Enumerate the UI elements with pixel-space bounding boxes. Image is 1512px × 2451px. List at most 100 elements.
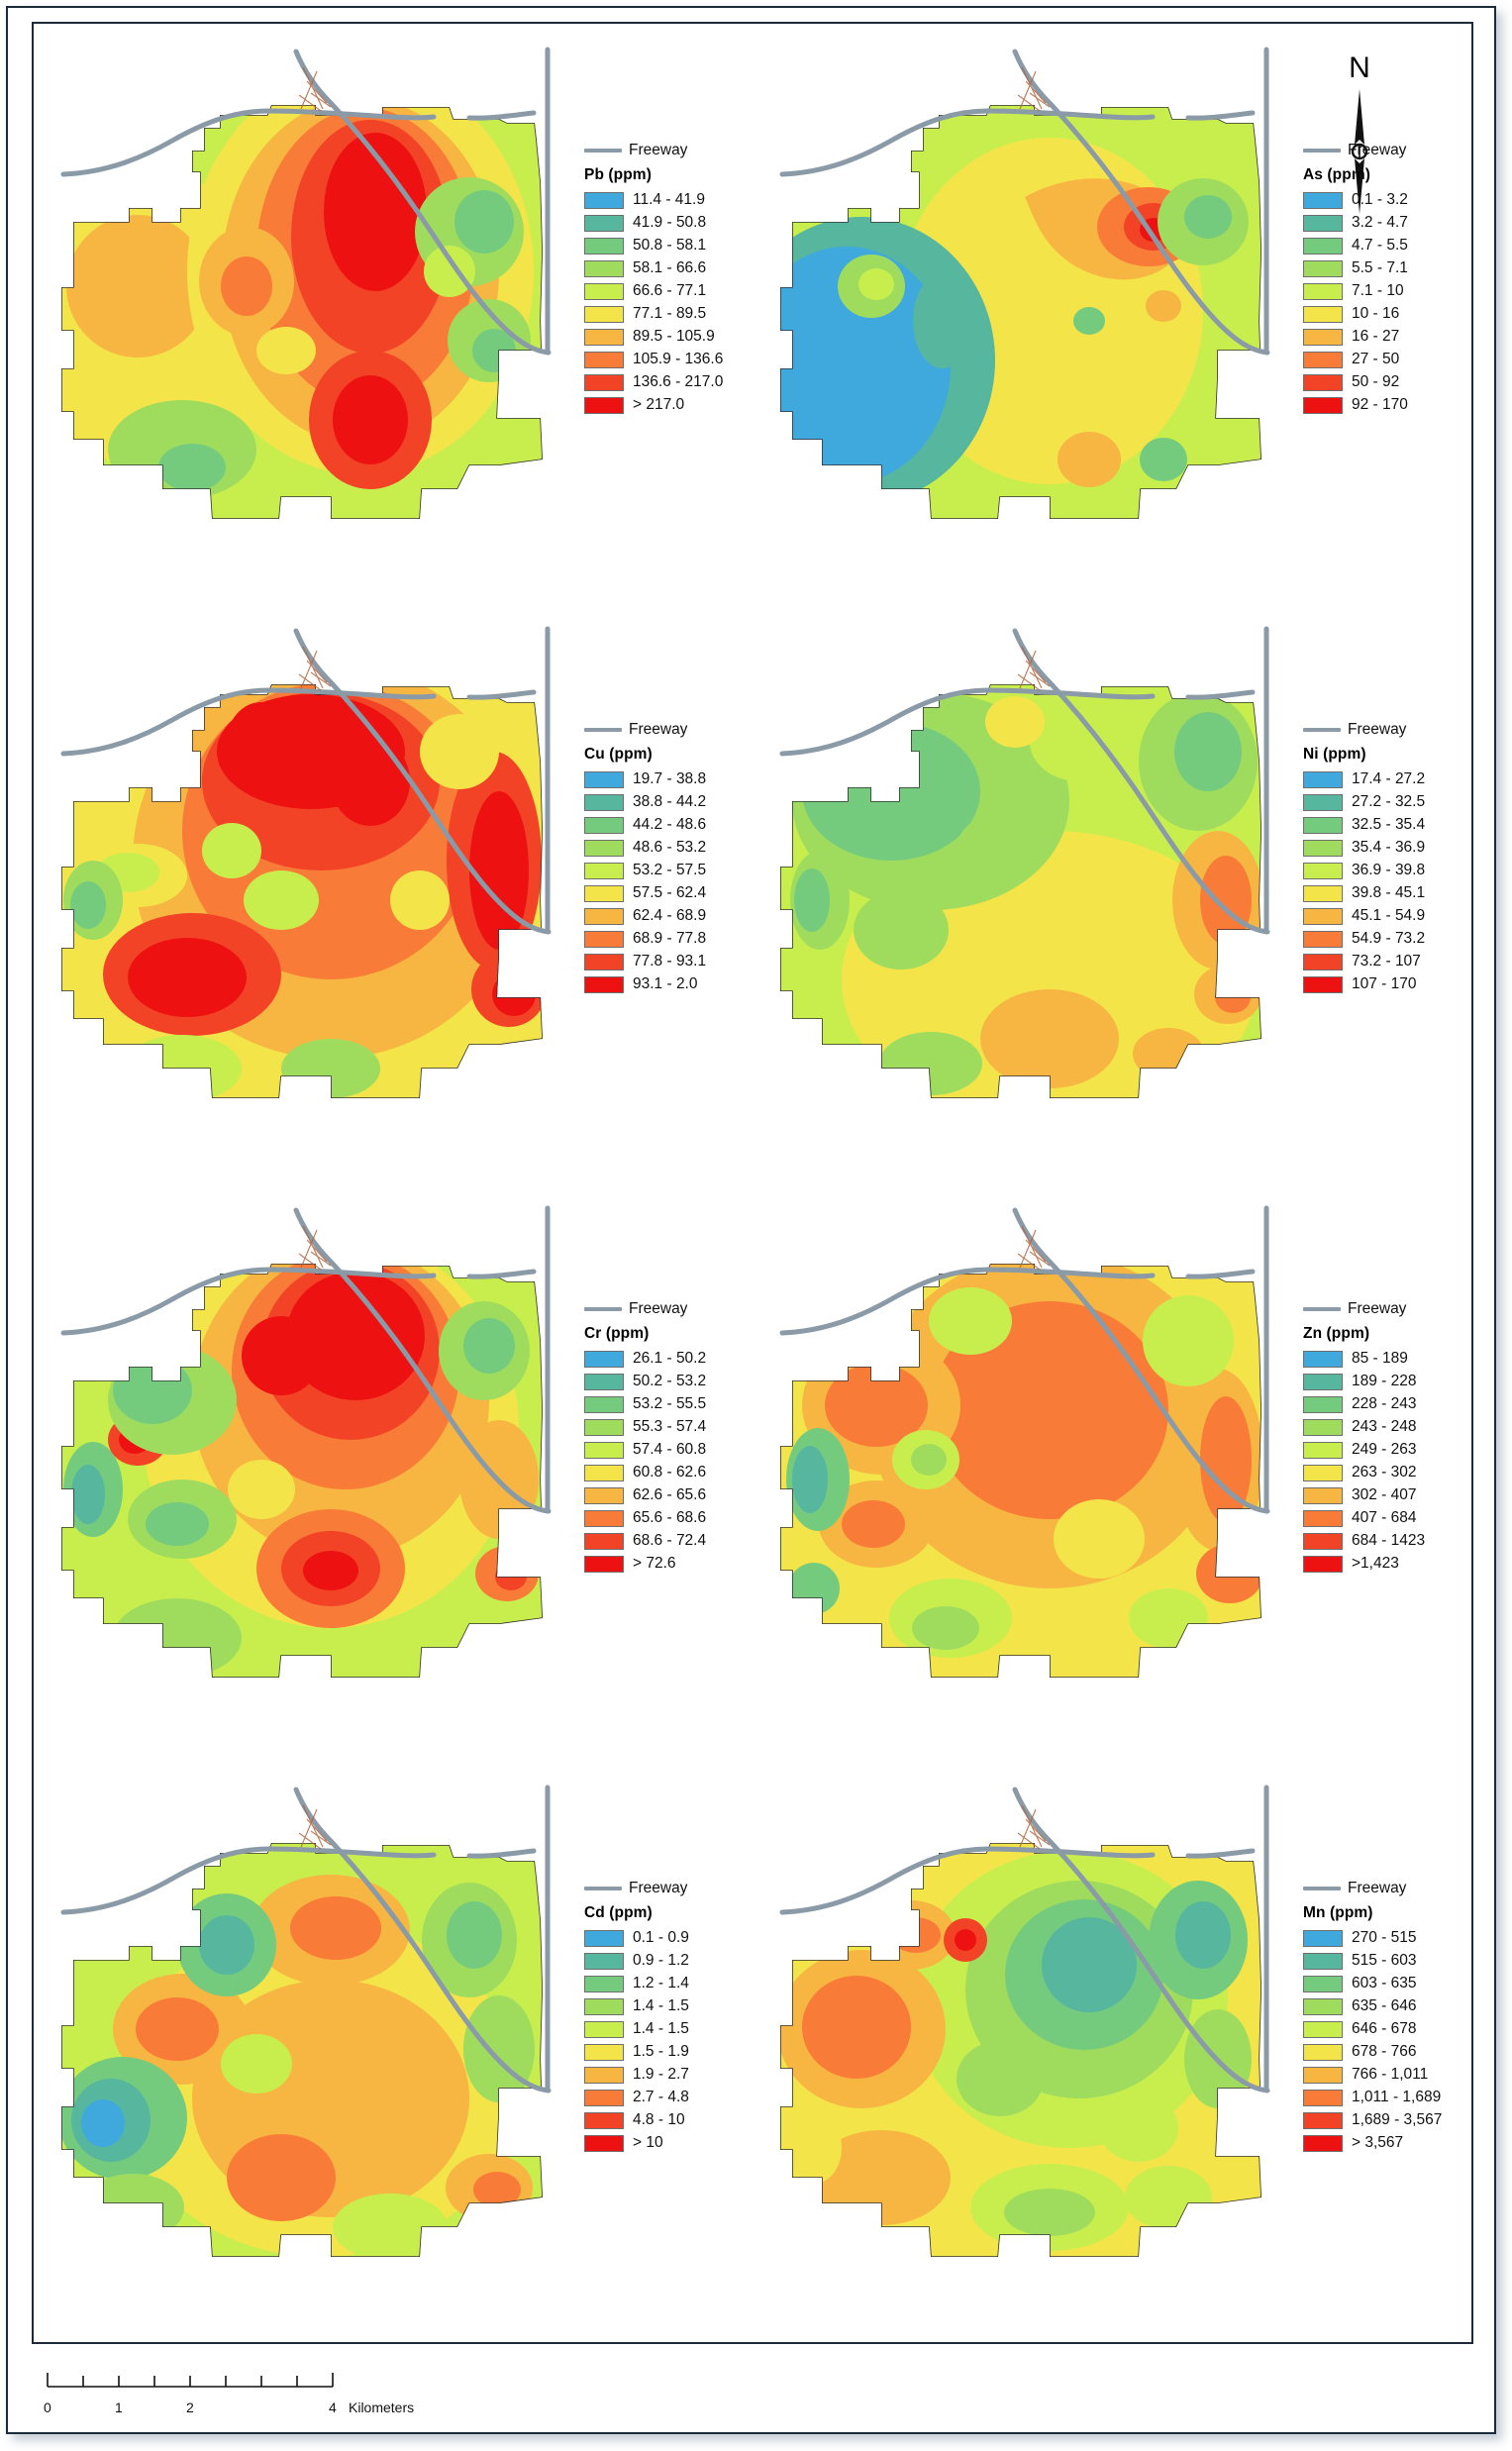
- legend-swatch: [584, 839, 624, 857]
- legend-swatch: [1303, 2066, 1343, 2084]
- legend-swatch: [584, 259, 624, 277]
- legend-row: 27 - 50: [1303, 349, 1471, 371]
- legend-swatch: [584, 953, 624, 970]
- legend-label: 407 - 684: [1352, 1509, 1417, 1527]
- legend-freeway-as: Freeway: [1303, 143, 1471, 158]
- legend-label: 107 - 170: [1352, 975, 1417, 993]
- map-canvas-cu: [34, 603, 588, 1182]
- legend-row: 16 - 27: [1303, 326, 1471, 349]
- legend-row: 646 - 678: [1303, 2018, 1471, 2041]
- legend-row: 302 - 407: [1303, 1484, 1471, 1507]
- legend-swatch: [584, 214, 624, 232]
- legend-row: > 72.6: [584, 1553, 753, 1576]
- legend-row: 77.8 - 93.1: [584, 951, 753, 973]
- legend-row: 5.5 - 7.1: [1303, 257, 1471, 280]
- legend-cu: Freeway Cu (ppm) 19.7 - 38.8 38.8 - 44.2…: [584, 722, 753, 996]
- legend-row: 66.6 - 77.1: [584, 280, 753, 303]
- legend-row: 35.4 - 36.9: [1303, 837, 1471, 860]
- legend-swatch: [1303, 2111, 1343, 2129]
- legend-label: 11.4 - 41.9: [633, 191, 705, 209]
- legend-rows-ni: 17.4 - 27.2 27.2 - 32.5 32.5 - 35.4 35.4…: [1303, 768, 1471, 996]
- choropleth-ni: [779, 626, 1270, 1098]
- legend-swatch: [1303, 1975, 1343, 1992]
- legend-label: 635 - 646: [1352, 1997, 1417, 2015]
- legend-label: 35.4 - 36.9: [1352, 839, 1426, 857]
- legend-row: 0.1 - 0.9: [584, 1927, 753, 1950]
- north-arrow: N: [1325, 53, 1394, 232]
- scale-tick-label: 4: [329, 2400, 337, 2415]
- map-panel-mn: Freeway Mn (ppm) 270 - 515 515 - 603 603…: [753, 1762, 1471, 2341]
- legend-freeway-ni: Freeway: [1303, 722, 1471, 738]
- legend-row: 17.4 - 27.2: [1303, 768, 1471, 791]
- legend-label: 0.9 - 1.2: [633, 1952, 689, 1970]
- legend-swatch: [1303, 1441, 1343, 1459]
- freeway-line-icon: [584, 149, 622, 153]
- map-panel-grid: Freeway Pb (ppm) 11.4 - 41.9 41.9 - 50.8…: [34, 24, 1471, 2342]
- legend-row: 58.1 - 66.6: [584, 257, 753, 280]
- legend-label: 4.7 - 5.5: [1352, 237, 1408, 255]
- legend-swatch: [584, 1486, 624, 1504]
- legend-row: 228 - 243: [1303, 1393, 1471, 1416]
- freeway-label: Freeway: [1348, 721, 1407, 739]
- legend-row: 189 - 228: [1303, 1371, 1471, 1393]
- legend-label: 684 - 1423: [1352, 1532, 1426, 1550]
- legend-swatch: [1303, 1395, 1343, 1413]
- legend-swatch: [1303, 1373, 1343, 1390]
- legend-label: 4.8 - 10: [633, 2111, 685, 2129]
- map-canvas-as: [753, 24, 1307, 603]
- legend-row: 270 - 515: [1303, 1927, 1471, 1950]
- legend-row: 105.9 - 136.6: [584, 349, 753, 371]
- legend-mn: Freeway Mn (ppm) 270 - 515 515 - 603 603…: [1303, 1881, 1471, 2155]
- interchange-cr: [298, 1225, 332, 1271]
- freeway-line-icon: [1303, 1887, 1341, 1890]
- legend-rows-cr: 26.1 - 50.2 50.2 - 53.2 53.2 - 55.5 55.3…: [584, 1348, 753, 1576]
- legend-swatch: [1303, 373, 1343, 391]
- legend-swatch: [1303, 1929, 1343, 1947]
- legend-swatch: [584, 1350, 624, 1368]
- legend-label: 302 - 407: [1352, 1486, 1417, 1504]
- legend-swatch: [584, 816, 624, 834]
- legend-row: 65.6 - 68.6: [584, 1507, 753, 1530]
- legend-label: 57.4 - 60.8: [633, 1441, 707, 1459]
- legend-row: 1.2 - 1.4: [584, 1973, 753, 1995]
- legend-row: 1,689 - 3,567: [1303, 2109, 1471, 2132]
- legend-swatch: [1303, 793, 1343, 811]
- legend-swatch: [1303, 2089, 1343, 2106]
- interchange-as: [1017, 66, 1051, 112]
- legend-row: 45.1 - 54.9: [1303, 905, 1471, 928]
- legend-label: > 217.0: [633, 396, 685, 414]
- legend-swatch: [584, 907, 624, 925]
- legend-label: 39.8 - 45.1: [1352, 884, 1426, 902]
- map-panel-pb: Freeway Pb (ppm) 11.4 - 41.9 41.9 - 50.8…: [34, 24, 753, 603]
- freeway-label: Freeway: [1348, 1880, 1407, 1897]
- legend-label: 19.7 - 38.8: [633, 770, 707, 788]
- legend-row: 766 - 1,011: [1303, 2064, 1471, 2087]
- freeway-label: Freeway: [629, 1300, 688, 1318]
- legend-row: 73.2 - 107: [1303, 951, 1471, 973]
- legend-swatch: [1303, 1952, 1343, 1970]
- legend-row: 53.2 - 57.5: [584, 860, 753, 882]
- legend-swatch: [1303, 259, 1343, 277]
- legend-label: 263 - 302: [1352, 1464, 1417, 1481]
- legend-swatch: [1303, 770, 1343, 788]
- legend-label: 5.5 - 7.1: [1352, 259, 1408, 277]
- legend-swatch: [1303, 305, 1343, 323]
- legend-label: 68.9 - 77.8: [633, 930, 707, 948]
- legend-row: 0.1 - 3.2: [1303, 189, 1471, 212]
- legend-label: > 10: [633, 2134, 663, 2152]
- legend-swatch: [584, 237, 624, 255]
- map-canvas-cr: [34, 1182, 588, 1762]
- legend-row: 2.7 - 4.8: [584, 2087, 753, 2109]
- legend-row: > 3,567: [1303, 2132, 1471, 2155]
- legend-swatch: [1303, 2020, 1343, 2038]
- legend-label: 1,689 - 3,567: [1352, 2111, 1443, 2129]
- freeway-label: Freeway: [1348, 142, 1407, 159]
- legend-row: 0.9 - 1.2: [584, 1950, 753, 1973]
- legend-label: 93.1 - 2.0: [633, 975, 698, 993]
- legend-row: 77.1 - 89.5: [584, 303, 753, 326]
- legend-row: 4.7 - 5.5: [1303, 235, 1471, 257]
- legend-row: 36.9 - 39.8: [1303, 860, 1471, 882]
- legend-swatch: [1303, 1532, 1343, 1550]
- legend-row: 19.7 - 38.8: [584, 768, 753, 791]
